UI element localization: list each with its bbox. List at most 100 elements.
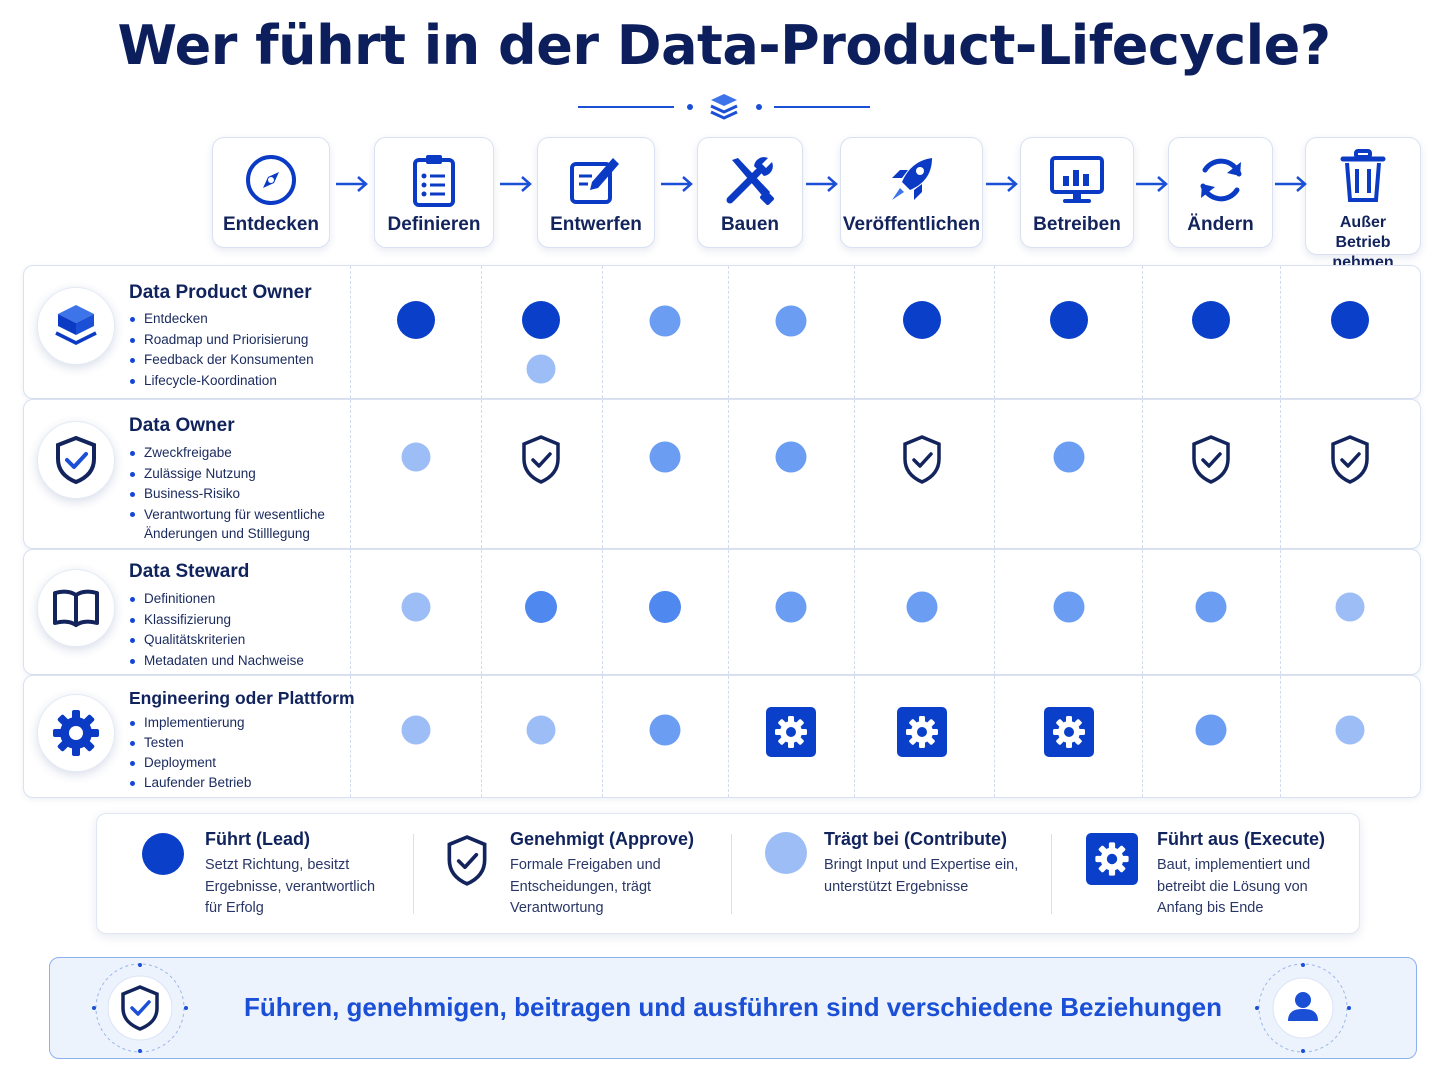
stage-aendern: Ändern	[1168, 137, 1273, 248]
role-bullet: Testen	[129, 733, 251, 753]
legend-description: Baut, implementiert und betreibt die Lösu…	[1157, 857, 1311, 916]
matrix-contribute-dot	[649, 714, 681, 746]
role-bullet: Business-Risiko	[129, 484, 344, 505]
stage-definieren: Definieren	[374, 137, 494, 248]
legend-shield-check-icon	[447, 835, 487, 886]
role-bullet: Definitionen	[129, 589, 304, 610]
user-icon	[1255, 963, 1351, 1053]
role-bullet: Klassifizierung	[129, 610, 304, 631]
role-bullet: Lifecycle-Koordination	[129, 371, 314, 392]
matrix-contribute-dot	[775, 305, 807, 337]
shield-check-icon	[92, 963, 188, 1053]
stage-label: Definieren	[387, 214, 481, 235]
arrow-icon	[336, 176, 368, 192]
role-bullet: Metadaten und Nachweise	[129, 651, 304, 672]
clipboard-icon	[413, 155, 455, 207]
legend-title: Trägt bei (Contribute)	[824, 829, 1007, 849]
matrix-lead-dot	[903, 301, 941, 339]
legend-item-lead: Führt (Lead) Setzt Richtung, besitzt Erge…	[97, 814, 413, 935]
role-title: Data Owner	[129, 415, 235, 436]
role-bullet: Zweckfreigabe	[129, 443, 344, 464]
matrix-contribute-dot	[525, 591, 557, 623]
stage-label: Entdecken	[222, 214, 320, 235]
role-bullet: Laufender Betrieb	[129, 773, 251, 793]
role-avatar	[37, 569, 115, 647]
title-divider	[578, 94, 870, 120]
matrix-contribute-dot	[1053, 591, 1085, 623]
matrix-lead-dot	[1331, 301, 1369, 339]
matrix-approve-shield-icon	[1192, 435, 1230, 484]
matrix-contribute-dot	[1053, 441, 1085, 473]
legend-contribute-dot	[765, 832, 807, 874]
matrix-contribute-dot	[775, 441, 807, 473]
legend-item-contribute: Trägt bei (Contribute) Bringt Input und …	[732, 814, 1050, 935]
legend-description: Formale Freigaben und Entscheidungen, trä…	[510, 857, 661, 916]
legend: Führt (Lead) Setzt Richtung, besitzt Erge…	[96, 813, 1360, 934]
role-avatar	[37, 421, 115, 499]
role-responsibilities: Entdecken Roadmap und Priorisierung Feed…	[129, 309, 314, 391]
stage-label: Außer Betrieb nehmen	[1332, 214, 1394, 271]
matrix-contribute-dot	[1335, 715, 1365, 745]
matrix-contribute-dot	[1195, 714, 1227, 746]
arrow-icon	[1136, 176, 1168, 192]
stage-label: Bauen	[720, 214, 780, 235]
stage-betreiben: Betreiben	[1020, 137, 1134, 248]
stage-bauen: Bauen	[697, 137, 803, 248]
stage-label: Betreiben	[1033, 214, 1121, 235]
role-row-engineering-plattform: Engineering oder Plattform Implementieru…	[23, 675, 1421, 798]
matrix-contribute-dot	[649, 591, 681, 623]
matrix-execute-gear-icon	[766, 707, 816, 757]
arrow-icon	[1275, 176, 1307, 192]
role-bullet: Zulässige Nutzung	[129, 464, 344, 485]
rocket-icon	[891, 158, 932, 200]
matrix-execute-gear-icon	[897, 707, 947, 757]
role-bullet: Qualitätskriterien	[129, 630, 304, 651]
matrix-approve-shield-icon	[903, 435, 941, 484]
role-title: Data Steward	[129, 561, 250, 582]
refresh-icon	[1200, 158, 1241, 202]
arrow-icon	[986, 176, 1018, 192]
role-row-data-owner: Data Owner Zweckfreigabe Zulässige Nutzu…	[23, 399, 1421, 549]
role-avatar	[37, 694, 115, 772]
legend-title: Genehmigt (Approve)	[510, 829, 695, 849]
page-title: Wer führt in der Data-Product-Lifecycle?	[117, 14, 1331, 77]
legend-title: Führt (Lead)	[205, 829, 310, 849]
matrix-contribute-dot	[775, 591, 807, 623]
shield-check-icon	[56, 435, 96, 485]
role-row-data-steward: Data Steward Definitionen Klassifizierun…	[23, 549, 1421, 675]
arrow-icon	[500, 176, 532, 192]
edit-icon	[570, 158, 619, 204]
legend-description: Bringt Input und Expertise ein, unterstüt…	[824, 857, 1019, 895]
matrix-contribute-dot	[401, 715, 431, 745]
matrix-approve-shield-icon	[1331, 435, 1369, 484]
arrow-icon	[806, 176, 838, 192]
monitor-chart-icon	[1050, 156, 1104, 203]
role-title: Engineering oder Plattform	[129, 688, 355, 708]
role-row-data-product-owner: Data Product Owner Entdecken Roadmap und…	[23, 265, 1421, 399]
role-responsibilities: Implementierung Testen Deployment Laufen…	[129, 713, 251, 793]
legend-lead-dot	[142, 833, 184, 875]
role-bullet: Entdecken	[129, 309, 314, 330]
role-responsibilities: Zweckfreigabe Zulässige Nutzung Business…	[129, 443, 344, 543]
legend-item-approve: Genehmigt (Approve) Formale Freigaben un…	[414, 814, 730, 935]
arrow-icon	[661, 176, 693, 192]
matrix-contribute-dot	[649, 441, 681, 473]
stage-ausser-betrieb: Außer Betrieb nehmen	[1305, 137, 1421, 271]
role-title: Data Product Owner	[129, 282, 312, 303]
matrix-contribute-dot	[649, 305, 681, 337]
legend-title: Führt aus (Execute)	[1157, 829, 1326, 849]
stage-label: Ändern	[1187, 214, 1254, 235]
layers-icon	[55, 305, 97, 345]
layers-icon	[710, 94, 738, 120]
matrix-contribute-dot	[1335, 592, 1365, 622]
legend-gear-icon	[1086, 833, 1138, 885]
book-icon	[53, 589, 99, 627]
tools-icon	[726, 157, 774, 205]
stage-entwerfen: Entwerfen	[537, 137, 655, 248]
stage-label: Entwerfen	[550, 214, 642, 235]
matrix-contribute-dot	[401, 442, 431, 472]
role-bullet: Deployment	[129, 753, 251, 773]
role-responsibilities: Definitionen Klassifizierung Qualitätskr…	[129, 589, 304, 671]
matrix-approve-shield-icon	[522, 435, 560, 484]
role-bullet: Feedback der Konsumenten	[129, 350, 314, 371]
